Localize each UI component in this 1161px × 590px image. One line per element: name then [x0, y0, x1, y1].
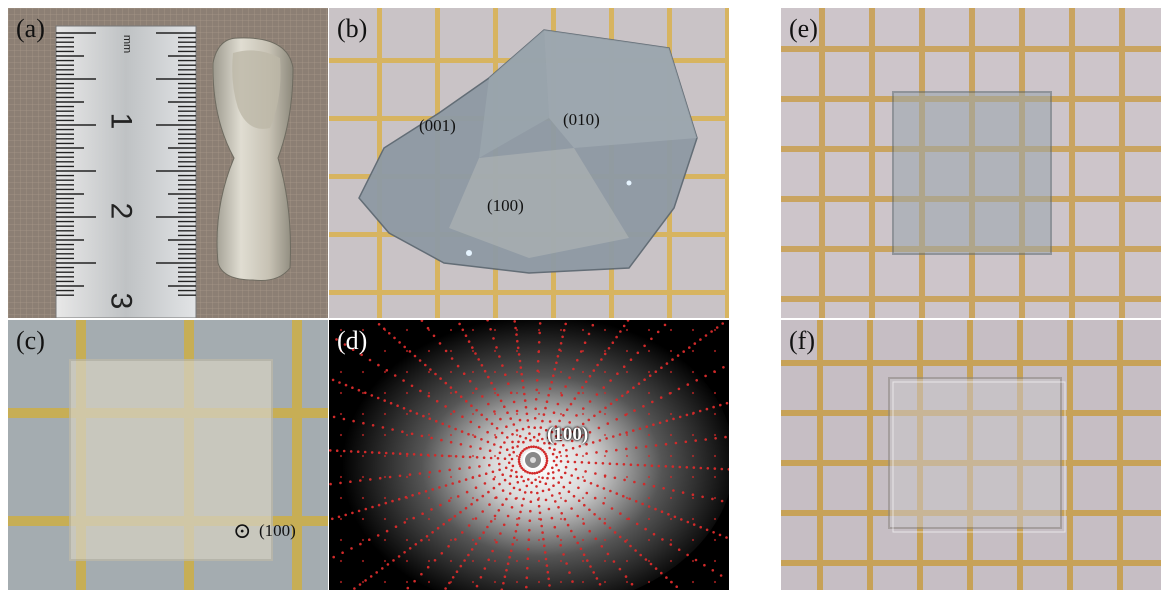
polished-slice-photo — [8, 320, 328, 590]
slice-photo-f — [781, 320, 1161, 590]
face-010-label: (010) — [563, 110, 600, 129]
panel-d-label: (d) — [337, 326, 368, 355]
panel-e: (e) — [781, 8, 1161, 318]
slice-photo-e — [781, 8, 1161, 318]
panel-d: (d) (100) — [329, 320, 729, 590]
panel-b: (b) (001) (010) (100) — [329, 8, 729, 318]
face-001-label: (001) — [419, 116, 456, 135]
out-of-plane-symbol: ⊙ — [233, 518, 252, 543]
panel-b-label: (b) — [337, 14, 368, 43]
laue-pattern — [329, 320, 729, 590]
panel-e-label: (e) — [789, 14, 818, 43]
ruler-number-1: 1 — [104, 112, 138, 130]
panel-c: (c) ⊙ (100) — [8, 320, 328, 590]
panel-a-label: (a) — [16, 14, 45, 43]
face-100-label: (100) — [487, 196, 524, 215]
orientation-label: (100) — [259, 521, 296, 540]
ruler-number-3: 3 — [104, 292, 138, 310]
panel-a: (a) mm 1 2 3 — [8, 8, 328, 318]
laue-reflection-label: (100) — [547, 424, 589, 445]
crystal-photo — [329, 8, 729, 318]
ruler-unit-label: mm — [121, 34, 134, 54]
panel-c-label: (c) — [16, 326, 45, 355]
panel-f: (f) — [781, 320, 1161, 590]
ruler-number-2: 2 — [104, 202, 138, 220]
ruler-and-ingot-photo — [8, 8, 328, 318]
panel-f-label: (f) — [789, 326, 815, 355]
